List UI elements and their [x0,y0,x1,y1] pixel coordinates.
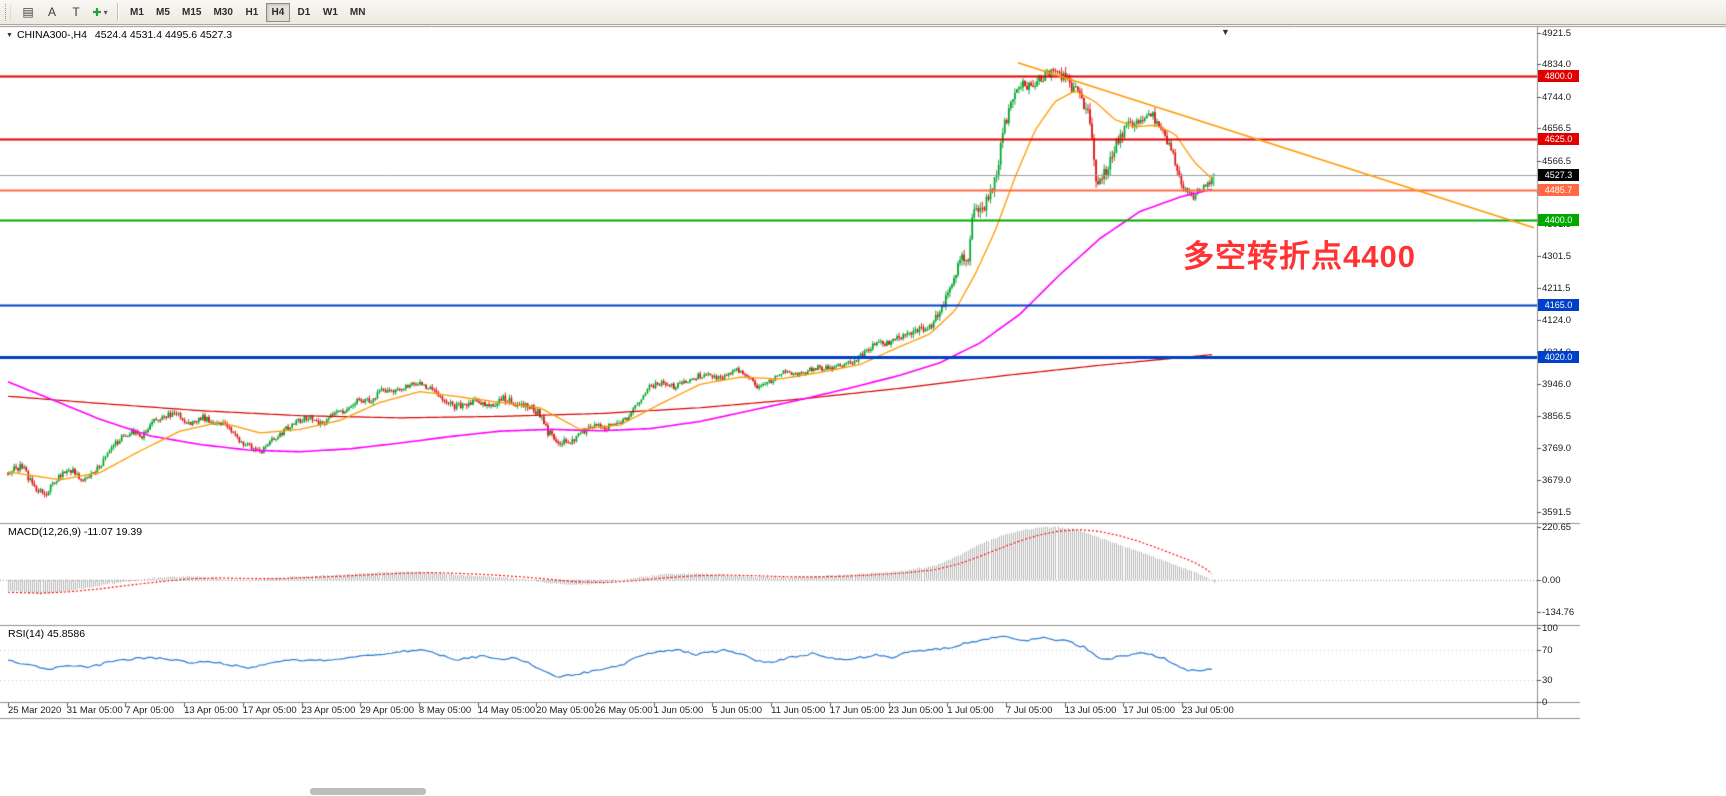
chevron-down-icon: ▾ [103,7,108,17]
price-tick-label: 3679.0 [1542,475,1572,487]
rsi-indicator-title: RSI(14) 45.8586 [8,628,86,640]
macd-indicator-title: MACD(12,26,9) -11.07 19.39 [8,526,143,538]
chart-menu-triangle-icon[interactable]: ▼ [6,32,13,39]
price-tick-label: 4566.5 [1542,155,1572,167]
timeframe-button-mn[interactable]: MN [345,3,371,22]
price-level-badge: 4625.0 [1538,133,1579,146]
price-level-badge: 4485.7 [1538,183,1579,196]
toolbar: ▤ A T ✚ ▾ M1 M5 M15 M30 H1 H4 D1 W1 MN [0,0,1726,25]
objects-icon: ✚ [92,6,102,19]
current-price-badge: 4527.3 [1538,168,1579,181]
chart-title: ▼ CHINA300-,H4 4524.4 4531.4 4495.6 4527.… [6,29,232,41]
time-tick-label: 31 Mar 05:00 [66,705,123,716]
price-tick-label: 4211.5 [1542,283,1571,295]
time-tick-label: 17 Jul 05:00 [1123,705,1176,716]
time-tick-label: 23 Apr 05:00 [301,705,356,716]
time-tick-label: 11 Jun 05:00 [771,705,826,716]
chart-shift-marker-icon[interactable]: ▼ [1221,27,1230,37]
objects-dropdown-button[interactable]: ✚ ▾ [89,2,111,22]
price-tick-label: 4744.0 [1542,91,1572,103]
time-tick-label: 29 Apr 05:00 [360,705,415,716]
time-tick-label: 17 Jun 05:00 [829,705,885,716]
chart-symbol-period: CHINA300-,H4 [16,29,87,41]
time-tick-label: 23 Jul 05:00 [1182,705,1234,716]
price-tick-label: 3769.0 [1542,442,1572,454]
time-tick-label: 20 May 05:00 [536,705,594,716]
time-tick-label: 7 Apr 05:00 [125,705,174,716]
timeframe-button-m15[interactable]: M15 [177,3,206,22]
rsi-tick-label: 100 [1542,622,1558,634]
time-tick-label: 7 Jul 05:00 [1005,705,1053,716]
timeframe-button-m5[interactable]: M5 [151,3,175,22]
time-tick-label: 26 May 05:00 [595,705,653,716]
macd-tick-label: -134.76 [1542,607,1575,619]
time-tick-label: 13 Apr 05:00 [184,705,238,716]
time-tick-label: 5 Jun 05:00 [712,705,763,716]
charts-grid-icon[interactable]: ▤ [17,2,39,22]
time-tick-label: 14 May 05:00 [477,705,536,716]
price-tick-label: 4834.0 [1542,59,1572,71]
chart-annotation-text[interactable]: 多空转折点4400 [1183,239,1416,274]
price-level-badge: 4400.0 [1538,214,1579,227]
text-cursor-tool-button[interactable]: T [65,2,87,22]
price-tick-label: 3946.0 [1542,378,1572,390]
timeframe-button-h1[interactable]: H1 [240,3,264,22]
chart-ohlc-values: 4524.4 4531.4 4495.6 4527.3 [94,29,233,41]
price-level-badge: 4800.0 [1538,70,1579,83]
rsi-tick-label: 30 [1542,674,1553,686]
time-tick-label: 1 Jul 05:00 [947,705,994,716]
price-tick-label: 3856.5 [1542,411,1572,423]
macd-tick-label: 0.00 [1542,574,1561,586]
rsi-tick-label: 70 [1542,645,1553,657]
price-tick-label: 4656.5 [1542,123,1572,135]
toolbar-drag-handle[interactable] [5,3,11,21]
time-tick-label: 8 May 05:00 [418,705,472,716]
horizontal-scrollbar-thumb[interactable] [310,788,426,795]
time-tick-label: 25 Mar 2020 [8,705,62,716]
price-level-badge: 4020.0 [1538,351,1579,364]
time-tick-label: 13 Jul 05:00 [1064,705,1117,716]
price-tick-label: 3591.5 [1542,506,1572,518]
timeframe-button-m1[interactable]: M1 [125,3,149,22]
price-tick-label: 4921.5 [1542,27,1572,39]
time-tick-label: 17 Apr 05:00 [242,705,297,716]
timeframe-button-d1[interactable]: D1 [292,3,316,22]
time-tick-label: 23 Jun 05:00 [888,705,944,716]
price-level-badge: 4165.0 [1538,299,1579,312]
rsi-tick-label: 0 [1542,697,1548,708]
timeframe-button-w1[interactable]: W1 [318,3,343,22]
timeframe-button-h4[interactable]: H4 [265,2,290,22]
price-tick-label: 4301.5 [1542,250,1572,262]
timeframe-button-m30[interactable]: M30 [208,3,237,22]
price-tick-label: 4124.0 [1542,314,1572,326]
text-label-tool-button[interactable]: A [41,2,63,22]
toolbar-separator [117,3,119,21]
time-tick-label: 1 Jun 05:00 [653,705,704,716]
macd-tick-label: 220.65 [1542,522,1572,534]
